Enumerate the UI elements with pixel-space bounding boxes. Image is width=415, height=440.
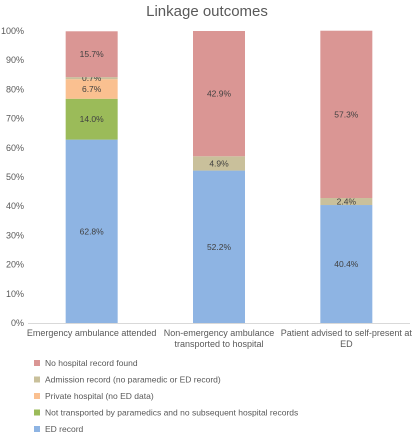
x-category-label: Emergency ambulance attended xyxy=(27,328,157,338)
legend-swatch xyxy=(34,426,40,432)
x-category-label: ED xyxy=(340,339,353,349)
legend-swatch xyxy=(34,393,40,399)
legend-label: Private hospital (no ED data) xyxy=(45,391,154,401)
y-tick-label: 20% xyxy=(6,260,24,270)
x-category-label: Non-emergency ambulance xyxy=(164,328,275,338)
y-tick-label: 50% xyxy=(6,172,24,182)
bar-segment xyxy=(320,205,373,323)
bar-segment xyxy=(65,79,118,99)
data-label: 42.9% xyxy=(207,89,232,99)
y-tick-label: 80% xyxy=(6,84,24,94)
y-tick-label: 10% xyxy=(6,289,24,299)
data-label: 0.7% xyxy=(82,73,102,83)
data-label: 14.0% xyxy=(80,114,105,124)
data-label: 6.7% xyxy=(82,84,102,94)
bar-segment xyxy=(65,139,118,323)
bar-segment xyxy=(193,170,245,323)
x-category-label: Patient advised to self-present at xyxy=(281,328,413,338)
x-category-label: transported to hospital xyxy=(174,339,263,349)
y-tick-label: 0% xyxy=(11,318,24,328)
legend-label: Admission record (no paramedic or ED rec… xyxy=(45,375,221,385)
bar-segment xyxy=(65,98,118,140)
chart-legend: No hospital record found Admission record… xyxy=(34,358,298,434)
data-label: 15.7% xyxy=(80,49,105,59)
y-tick-label: 30% xyxy=(6,230,24,240)
data-label: 2.4% xyxy=(337,197,357,207)
bar-segment xyxy=(320,198,373,206)
y-tick-label: 100% xyxy=(1,26,24,36)
legend-label: No hospital record found xyxy=(45,358,138,368)
legend-swatch xyxy=(34,409,40,416)
legend-label: Not transported by paramedics and no sub… xyxy=(45,408,298,418)
chart-title: Linkage outcomes xyxy=(146,3,268,20)
bar-segment xyxy=(193,31,245,157)
bar-segment xyxy=(65,31,118,78)
y-tick-label: 40% xyxy=(6,201,24,211)
data-label: 57.3% xyxy=(334,109,359,119)
legend-swatch xyxy=(34,376,40,383)
y-tick-label: 90% xyxy=(6,55,24,65)
data-label: 4.9% xyxy=(209,158,229,168)
chart-bars: 62.8% 14.0% 6.7%0.7% 15.7% 52.2% 4.9% 42.9% 40.… xyxy=(65,30,373,323)
legend-label: ED record xyxy=(45,424,84,434)
y-tick-label: 60% xyxy=(6,143,24,153)
bar-segment xyxy=(193,156,245,171)
legend-swatch xyxy=(34,360,40,366)
data-label: 62.8% xyxy=(80,226,105,236)
bar-segment xyxy=(65,77,118,80)
bar-segment xyxy=(320,30,373,199)
y-tick-label: 70% xyxy=(6,114,24,124)
data-label: 40.4% xyxy=(334,259,359,269)
chart-axes: 0% 10% 20% 30% 40% 50% 60% 70% 80% 90% 100% Emergen… xyxy=(1,26,412,349)
data-label: 52.2% xyxy=(207,242,232,252)
